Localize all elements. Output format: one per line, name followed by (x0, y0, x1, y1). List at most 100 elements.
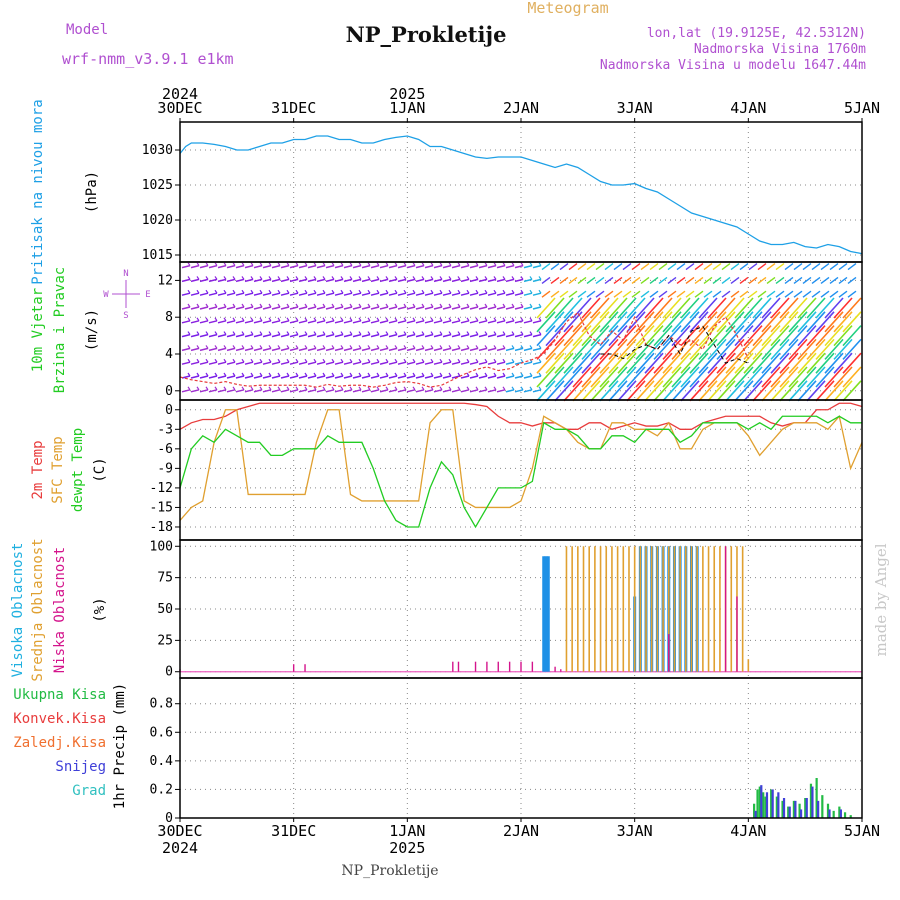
wind-barb (514, 320, 524, 324)
wind-barb (397, 292, 407, 296)
wind-barb-flag (232, 345, 236, 349)
wind-barb (707, 311, 727, 333)
wind-barb (514, 292, 524, 296)
wind-barb (833, 297, 853, 319)
precip-bar (849, 815, 852, 818)
wind-barb (833, 366, 853, 388)
wind-barb (325, 264, 335, 269)
precip-bar (804, 798, 807, 818)
y-tick-label: 100 (150, 539, 173, 554)
wind-barb (662, 311, 682, 333)
precip-bar (771, 789, 774, 818)
wind-barb (496, 361, 506, 365)
wind-barb-flag (268, 358, 272, 363)
wind-barb (262, 389, 272, 393)
wind-barb (698, 380, 718, 402)
wind-barb (563, 366, 583, 388)
wind-barb (505, 278, 515, 283)
wind-barb (613, 263, 623, 271)
wind-barb-flag (511, 262, 515, 266)
wind-barb (572, 352, 592, 374)
wind-barb (577, 290, 587, 298)
wind-barb (766, 290, 776, 298)
precip-bar (799, 809, 803, 818)
wind-barb (698, 297, 718, 319)
wind-barb-flag (511, 276, 515, 280)
wind-barb (199, 375, 209, 379)
wind-barb-flag (286, 372, 290, 377)
wind-barb (743, 297, 763, 319)
wind-barb (298, 292, 308, 296)
wind-barb (388, 320, 398, 324)
wind-barb-flag (430, 331, 434, 335)
wind-barb (689, 297, 709, 319)
wind-barb (622, 290, 632, 298)
wind-barb (604, 263, 614, 271)
wind-barb-flag (358, 262, 362, 266)
wind-barb (469, 292, 479, 296)
wind-barb-flag (385, 262, 389, 266)
wind-barb (631, 263, 641, 271)
wind-barb (797, 297, 817, 319)
wind-barb-flag (412, 345, 416, 349)
wind-barb-flag (232, 331, 236, 335)
wind-barb (820, 263, 830, 271)
wind-barb-flag (214, 276, 218, 280)
precip-bar (821, 795, 824, 818)
wind-barb (496, 278, 506, 283)
wind-barb-flag (259, 289, 263, 294)
wind-barb (815, 297, 835, 319)
wind-barb-flag (358, 386, 362, 391)
wind-barb (514, 264, 524, 269)
wind-barb (469, 389, 479, 393)
wind-barb (743, 366, 763, 388)
wind-barb (545, 366, 565, 388)
compass-w: W (103, 290, 109, 300)
wind-barb (496, 333, 506, 338)
wind-barb-flag (286, 345, 290, 349)
wind-barb-flag (286, 303, 290, 308)
wind-barb (217, 320, 227, 324)
wind-barb (343, 306, 353, 310)
wind-barb-flag (385, 303, 389, 308)
wind-barb-flag (223, 276, 227, 280)
wind-barb (635, 338, 655, 360)
wind-barb-flag (538, 262, 542, 266)
y-tick-label: 8 (165, 310, 173, 325)
wind-barb-flag (349, 303, 353, 308)
wind-barb-flag (277, 386, 281, 391)
wind-barb (550, 276, 560, 284)
panel-pressure: 1015 1020 1025 1030 Pritisak na nivou mora (h… (30, 99, 863, 285)
wind-barb-flag (412, 303, 416, 308)
wind-barb (779, 352, 799, 374)
wind-barb (460, 264, 470, 269)
wind-barb (590, 352, 610, 374)
wind-barb (433, 333, 443, 338)
wind-barb (217, 389, 227, 393)
wind-barb-flag (466, 317, 470, 322)
wind-barb (505, 389, 515, 393)
wind-barb (343, 375, 353, 379)
wind-barb-flag (538, 345, 542, 349)
wind-barb (716, 380, 736, 402)
wind-barb (689, 338, 709, 360)
wind-barb-flag (529, 289, 533, 294)
wind-barb (307, 320, 317, 324)
wind-barb (581, 352, 601, 374)
wind-barb (379, 306, 389, 310)
wind-barb-flag (385, 372, 389, 377)
wind-barb (770, 366, 790, 388)
wind-barb-flag (475, 331, 479, 335)
wind-barb-flag (187, 276, 191, 280)
wind-barb (334, 347, 344, 352)
wind-barb-flag (430, 358, 434, 363)
wind-barb (262, 347, 272, 352)
wind-barb (770, 325, 790, 347)
wind-barb-flag (205, 289, 209, 294)
wind-barb (433, 375, 443, 379)
wind-barb (608, 366, 628, 388)
wind-barb (797, 325, 817, 347)
wind-barb (797, 352, 817, 374)
wind-barb-flag (466, 276, 470, 280)
wind-barb-flag (223, 303, 227, 308)
